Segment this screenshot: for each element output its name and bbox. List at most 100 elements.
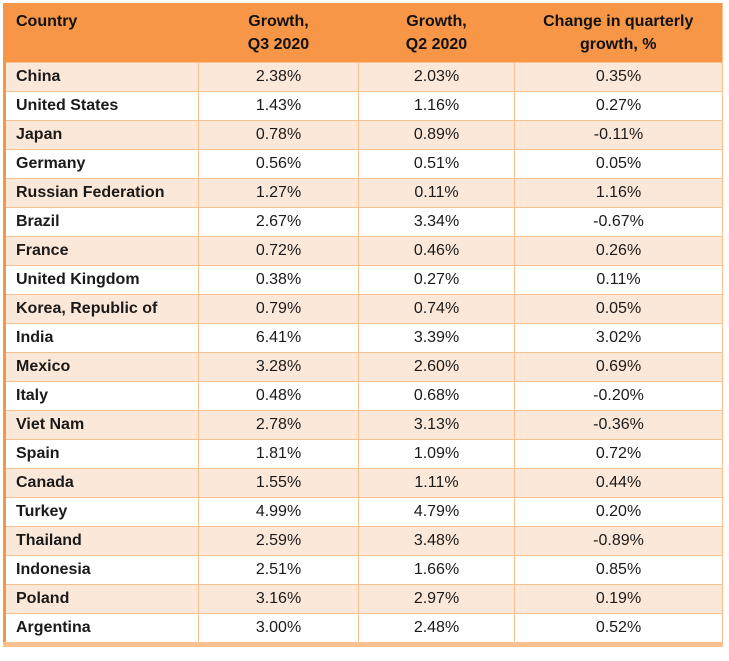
growth-q3-cell: 1.43%: [198, 91, 359, 121]
growth-q3-cell: 3.00%: [198, 613, 359, 645]
growth-q2-cell: 3.39%: [358, 323, 515, 353]
change-cell: 0.27%: [514, 91, 723, 121]
table-row: Russian Federation 1.27% 0.11% 1.16%: [4, 178, 723, 208]
table-header: Country Growth, Q3 2020 Growth, Q2 2020 …: [4, 3, 723, 63]
country-cell: Brazil: [4, 207, 199, 237]
table-row: Poland 3.16% 2.97% 0.19%: [4, 584, 723, 614]
growth-q2-cell: 0.11%: [358, 178, 515, 208]
growth-q2-cell: 3.34%: [358, 207, 515, 237]
change-cell: -0.36%: [514, 410, 723, 440]
change-cell: 0.35%: [514, 62, 723, 92]
growth-q3-cell: 6.41%: [198, 323, 359, 353]
growth-q2-cell: 1.11%: [358, 468, 515, 498]
growth-table: Country Growth, Q3 2020 Growth, Q2 2020 …: [3, 3, 723, 647]
table-row: France 0.72% 0.46% 0.26%: [4, 236, 723, 266]
growth-q2-cell: 0.51%: [358, 149, 515, 179]
table-row: Italy 0.48% 0.68% -0.20%: [4, 381, 723, 411]
country-cell: United Kingdom: [4, 265, 199, 295]
country-cell: Indonesia: [4, 555, 199, 585]
growth-q2-cell: 2.60%: [358, 352, 515, 382]
growth-q3-cell: 2.51%: [198, 555, 359, 585]
country-cell: United States: [4, 91, 199, 121]
country-cell: India: [4, 323, 199, 353]
country-cell: Italy: [4, 381, 199, 411]
growth-q2-cell: 0.46%: [358, 236, 515, 266]
country-cell: Germany: [4, 149, 199, 179]
table-row: Japan 0.78% 0.89% -0.11%: [4, 120, 723, 150]
country-cell: Spain: [4, 439, 199, 469]
growth-q2-cell: 0.74%: [358, 294, 515, 324]
growth-q3-cell: 2.59%: [198, 526, 359, 556]
growth-q2-cell: 2.03%: [358, 62, 515, 92]
growth-q3-cell: 4.99%: [198, 497, 359, 527]
country-cell: Japan: [4, 120, 199, 150]
growth-q2-cell: 3.48%: [358, 526, 515, 556]
growth-q2-cell: 1.16%: [358, 91, 515, 121]
table-body: China 2.38% 2.03% 0.35% United States 1.43% 1.…: [4, 62, 723, 645]
growth-q3-cell: 0.38%: [198, 265, 359, 295]
growth-q3-cell: 2.38%: [198, 62, 359, 92]
table-row: India 6.41% 3.39% 3.02%: [4, 323, 723, 353]
country-cell: Poland: [4, 584, 199, 614]
country-cell: France: [4, 236, 199, 266]
growth-q3-cell: 0.79%: [198, 294, 359, 324]
growth-q2-cell: 0.27%: [358, 265, 515, 295]
table-row: Argentina 3.00% 2.48% 0.52%: [4, 613, 723, 645]
header-row: Country Growth, Q3 2020 Growth, Q2 2020 …: [4, 3, 723, 63]
change-cell: 1.16%: [514, 178, 723, 208]
growth-q2-cell: 1.66%: [358, 555, 515, 585]
table-row: Turkey 4.99% 4.79% 0.20%: [4, 497, 723, 527]
table-container: Country Growth, Q3 2020 Growth, Q2 2020 …: [3, 3, 723, 647]
country-cell: Korea, Republic of: [4, 294, 199, 324]
table-row: Indonesia 2.51% 1.66% 0.85%: [4, 555, 723, 585]
growth-q3-cell: 2.78%: [198, 410, 359, 440]
change-cell: -0.20%: [514, 381, 723, 411]
change-cell: -0.11%: [514, 120, 723, 150]
country-cell: Russian Federation: [4, 178, 199, 208]
change-cell: 0.26%: [514, 236, 723, 266]
growth-q3-cell: 0.48%: [198, 381, 359, 411]
growth-q2-cell: 2.48%: [358, 613, 515, 645]
change-cell: 0.05%: [514, 294, 723, 324]
change-cell: -0.89%: [514, 526, 723, 556]
table-row: Brazil 2.67% 3.34% -0.67%: [4, 207, 723, 237]
growth-q2-cell: 4.79%: [358, 497, 515, 527]
growth-q2-cell: 1.09%: [358, 439, 515, 469]
table-row: China 2.38% 2.03% 0.35%: [4, 62, 723, 92]
growth-q2-cell: 0.89%: [358, 120, 515, 150]
change-cell: 0.05%: [514, 149, 723, 179]
table-row: Spain 1.81% 1.09% 0.72%: [4, 439, 723, 469]
country-cell: Mexico: [4, 352, 199, 382]
country-cell: Turkey: [4, 497, 199, 527]
growth-q3-cell: 0.56%: [198, 149, 359, 179]
growth-q3-cell: 0.72%: [198, 236, 359, 266]
country-cell: Viet Nam: [4, 410, 199, 440]
change-cell: 0.19%: [514, 584, 723, 614]
change-cell: 0.52%: [514, 613, 723, 645]
header-growth-q3-2020: Growth, Q3 2020: [198, 3, 359, 63]
growth-q2-cell: 2.97%: [358, 584, 515, 614]
growth-q2-cell: 3.13%: [358, 410, 515, 440]
table-row: United States 1.43% 1.16% 0.27%: [4, 91, 723, 121]
header-growth-q2-2020: Growth, Q2 2020: [358, 3, 515, 63]
table-row: United Kingdom 0.38% 0.27% 0.11%: [4, 265, 723, 295]
change-cell: 0.69%: [514, 352, 723, 382]
table-row: Germany 0.56% 0.51% 0.05%: [4, 149, 723, 179]
change-cell: 0.85%: [514, 555, 723, 585]
table-row: Korea, Republic of 0.79% 0.74% 0.05%: [4, 294, 723, 324]
growth-q2-cell: 0.68%: [358, 381, 515, 411]
change-cell: 0.20%: [514, 497, 723, 527]
table-row: Viet Nam 2.78% 3.13% -0.36%: [4, 410, 723, 440]
header-country: Country: [4, 3, 199, 63]
growth-q3-cell: 0.78%: [198, 120, 359, 150]
table-row: Thailand 2.59% 3.48% -0.89%: [4, 526, 723, 556]
growth-q3-cell: 3.28%: [198, 352, 359, 382]
change-cell: 0.44%: [514, 468, 723, 498]
change-cell: 0.11%: [514, 265, 723, 295]
growth-q3-cell: 1.27%: [198, 178, 359, 208]
growth-q3-cell: 2.67%: [198, 207, 359, 237]
growth-q3-cell: 1.55%: [198, 468, 359, 498]
change-cell: 0.72%: [514, 439, 723, 469]
country-cell: Thailand: [4, 526, 199, 556]
growth-q3-cell: 1.81%: [198, 439, 359, 469]
